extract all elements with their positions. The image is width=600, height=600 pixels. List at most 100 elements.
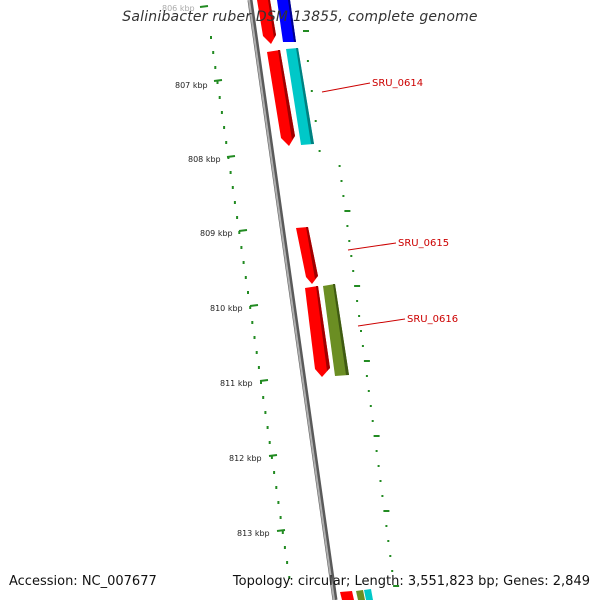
gc-tick-mark <box>233 201 236 204</box>
scale-tick <box>259 379 269 382</box>
gc-tick-mark <box>373 435 380 437</box>
scale-tick <box>276 529 286 532</box>
gc-content-track-right <box>303 30 400 587</box>
bottom-red-gene[interactable] <box>340 591 354 600</box>
gc-tick-mark <box>260 381 262 384</box>
gc-tick-mark <box>379 480 382 482</box>
bottom-olive-gene[interactable] <box>356 590 365 600</box>
gc-tick-mark <box>264 411 267 414</box>
sru-0615-red-shade <box>306 227 318 279</box>
gc-tick-mark <box>262 396 265 399</box>
sru-0616-red-gene[interactable] <box>305 286 330 377</box>
gc-tick-mark <box>225 141 228 144</box>
sru-0616-red-shade <box>316 286 330 371</box>
gc-tick-mark <box>277 501 280 504</box>
gc-tick-mark <box>303 30 309 32</box>
sru-0615-leader <box>347 242 397 251</box>
gc-tick-mark <box>338 165 341 167</box>
gc-tick-mark <box>236 216 239 219</box>
scale-label: 806 kbp <box>162 4 195 13</box>
gc-tick-mark <box>387 540 390 542</box>
gc-tick-mark <box>242 261 245 264</box>
sru-0616-olive-shade <box>333 284 349 375</box>
gc-tick-mark <box>342 195 345 197</box>
gc-tick-mark <box>247 291 249 294</box>
sru-0616-olive-gene[interactable] <box>323 284 349 376</box>
gc-tick-mark <box>244 276 247 279</box>
scale-label: 813 kbp <box>237 529 270 538</box>
gc-tick-mark <box>385 525 388 527</box>
gc-tick-mark <box>358 315 361 317</box>
sru-0614-leader <box>321 82 371 93</box>
gc-tick-mark <box>288 576 291 579</box>
bottom-cyan-gene[interactable] <box>364 589 373 600</box>
sru-0614-label[interactable]: SRU_0614 <box>372 78 423 89</box>
gc-tick-mark <box>350 255 353 257</box>
gc-tick-mark <box>346 225 349 227</box>
gc-tick-mark <box>275 486 278 489</box>
scale-ticks: 806 kbp 807 kbp 808 kbp 809 kbp 810 kbp … <box>162 4 286 538</box>
scale-tick <box>268 454 278 457</box>
top-blue-gene-shade <box>288 0 296 42</box>
gc-tick-mark <box>279 516 282 519</box>
gc-tick-mark <box>389 555 392 557</box>
gc-tick-mark <box>283 546 286 549</box>
scale-label: 811 kbp <box>220 379 253 388</box>
gc-tick-mark <box>257 366 260 369</box>
gc-tick-mark <box>352 270 355 272</box>
sru-0614-cyan-gene[interactable] <box>286 48 314 145</box>
gc-tick-mark <box>371 420 374 422</box>
gc-tick-mark <box>310 90 313 92</box>
gc-tick-mark <box>391 570 394 572</box>
gc-tick-mark <box>218 96 221 99</box>
scale-tick <box>213 79 223 82</box>
sru-0614-red-gene[interactable] <box>267 50 295 146</box>
sru-0615-red-gene[interactable] <box>296 227 318 284</box>
gc-tick-mark <box>231 186 234 189</box>
gc-tick-mark <box>356 300 359 302</box>
gc-tick-mark <box>214 66 217 69</box>
gc-tick-mark <box>266 426 269 429</box>
gc-tick-mark <box>365 375 368 377</box>
gc-tick-mark <box>216 81 219 84</box>
gene-labels: SRU_0614 SRU_0615 SRU_0616 <box>321 78 458 327</box>
scale-tick <box>238 229 248 232</box>
gc-tick-mark <box>223 126 226 129</box>
gc-tick-mark <box>377 465 380 467</box>
gc-tick-mark <box>383 510 390 512</box>
gc-tick-mark <box>393 585 400 587</box>
gene-features <box>257 0 373 600</box>
scale-tick <box>199 5 209 8</box>
scale-label: 807 kbp <box>175 81 208 90</box>
gc-tick-mark <box>367 390 370 392</box>
gc-tick-mark <box>369 405 372 407</box>
gc-tick-mark <box>375 450 378 452</box>
gc-tick-mark <box>360 330 362 332</box>
gc-tick-mark <box>318 150 321 152</box>
sru-0614-cyan-shade <box>296 48 314 144</box>
gc-tick-mark <box>363 360 370 362</box>
gc-tick-mark <box>251 321 254 324</box>
gc-tick-mark <box>361 345 364 347</box>
gc-tick-mark <box>273 471 276 474</box>
gc-tick-mark <box>249 306 252 309</box>
top-red-gene-shade <box>268 0 276 38</box>
sru-0616-leader <box>357 318 406 327</box>
gc-tick-mark <box>240 246 243 249</box>
gc-tick-mark <box>229 171 232 174</box>
gc-tick-mark <box>212 51 215 54</box>
sru-0616-label[interactable]: SRU_0616 <box>407 314 458 325</box>
gc-tick-mark <box>314 120 317 122</box>
gc-tick-mark <box>306 60 309 62</box>
gc-tick-mark <box>255 351 258 354</box>
gc-tick-mark <box>348 240 351 242</box>
scale-tick <box>249 304 259 307</box>
genome-backbone-highlight <box>248 0 335 600</box>
sru-0615-label[interactable]: SRU_0615 <box>398 238 449 249</box>
gc-tick-mark <box>270 456 273 459</box>
gc-tick-mark <box>238 231 241 234</box>
gc-skew-track-left <box>210 36 291 579</box>
sru-0614-red-shade <box>278 50 295 140</box>
scale-tick <box>226 155 236 158</box>
